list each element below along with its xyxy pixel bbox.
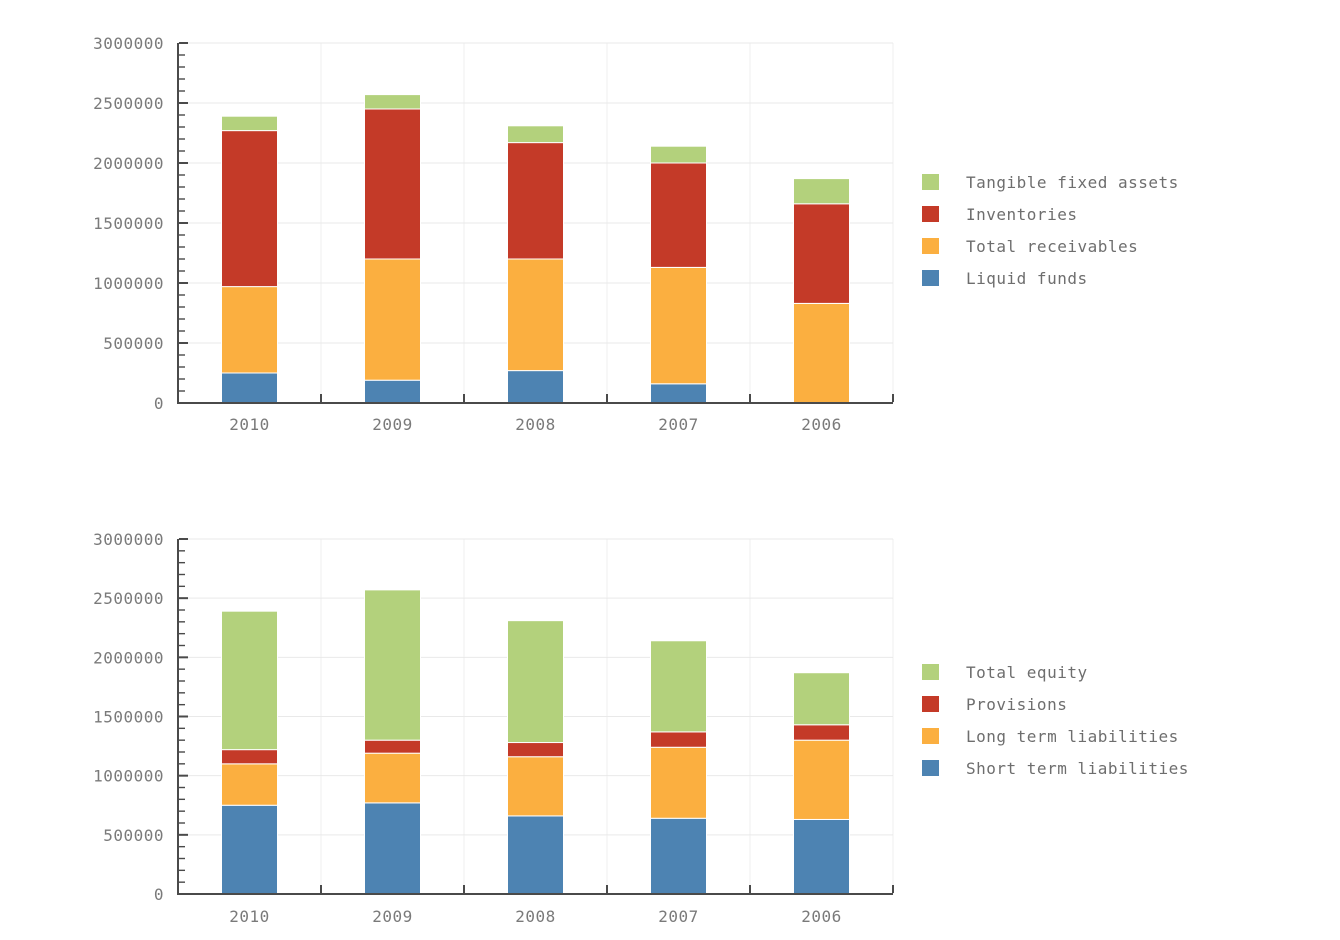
- bar-segment: [364, 94, 421, 110]
- bar-segment: [650, 162, 707, 268]
- legend-item: Tangible fixed assets: [920, 166, 1179, 198]
- bar-segment: [793, 724, 850, 741]
- legend-item: Total equity: [920, 656, 1189, 688]
- bar-segment: [507, 815, 564, 895]
- x-tick-label: 2006: [801, 415, 842, 434]
- legend-label: Long term liabilities: [966, 726, 1179, 746]
- y-tick-label: 2500000: [93, 589, 164, 608]
- bar-segment: [364, 739, 421, 754]
- y-tick-label: 0: [154, 885, 164, 904]
- legend-item: Liquid funds: [920, 262, 1179, 294]
- bar-segment: [221, 763, 278, 806]
- y-tick-label: 0: [154, 394, 164, 413]
- x-tick-label: 2009: [372, 907, 413, 926]
- legend-label: Liquid funds: [966, 268, 1088, 288]
- y-tick-label: 500000: [103, 334, 164, 353]
- bar-segment: [793, 178, 850, 205]
- bar-segment: [221, 804, 278, 895]
- bar-segment: [793, 672, 850, 726]
- y-tick-label: 500000: [103, 826, 164, 845]
- bar-segment: [364, 379, 421, 404]
- assets-stacked-bar-chart: 0 500000 1000000 1500000 2000000 2500000 30000…: [93, 34, 894, 434]
- legend-item: Total receivables: [920, 230, 1179, 262]
- legend-swatch: [922, 696, 939, 712]
- bar-segment: [364, 108, 421, 260]
- assets-bars: [221, 94, 850, 404]
- legend-swatch: [922, 664, 939, 680]
- y-tick-label: 3000000: [93, 530, 164, 549]
- bar-segment: [507, 370, 564, 404]
- bar-segment: [650, 383, 707, 404]
- bar-segment: [507, 742, 564, 758]
- bar-segment: [793, 739, 850, 820]
- bar-segment: [650, 746, 707, 819]
- legend-item: Long term liabilities: [920, 720, 1189, 752]
- legend-swatch: [922, 270, 939, 286]
- legend-label: Inventories: [966, 204, 1078, 224]
- bar-segment: [364, 258, 421, 381]
- bar-segment: [364, 802, 421, 895]
- bar-segment: [507, 620, 564, 744]
- legend-swatch: [922, 728, 939, 744]
- legend-item: Short term liabilities: [920, 752, 1189, 784]
- y-tick-label: 1000000: [93, 274, 164, 293]
- y-tick-label: 2500000: [93, 94, 164, 113]
- bar-segment: [221, 749, 278, 765]
- x-tick-label: 2006: [801, 907, 842, 926]
- x-tick-label: 2008: [515, 907, 556, 926]
- bar-segment: [650, 817, 707, 895]
- bar-segment: [364, 589, 421, 741]
- legend-label: Provisions: [966, 694, 1068, 714]
- x-tick-label: 2009: [372, 415, 413, 434]
- equity-liabilities-bars: [221, 589, 850, 895]
- y-tick-label: 2000000: [93, 648, 164, 667]
- bar-segment: [650, 640, 707, 733]
- legend-label: Tangible fixed assets: [966, 172, 1179, 192]
- bar-segment: [793, 203, 850, 304]
- y-tick-label: 1500000: [93, 708, 164, 727]
- legend-item: Inventories: [920, 198, 1179, 230]
- bar-segment: [221, 115, 278, 132]
- bar-segment: [650, 145, 707, 164]
- equity-liabilities-stacked-bar-chart: 0 500000 1000000 1500000 2000000 2500000 30000…: [93, 530, 894, 926]
- bar-segment: [364, 752, 421, 804]
- legend-swatch: [922, 760, 939, 776]
- bar-segment: [650, 266, 707, 385]
- x-tick-label: 2010: [229, 415, 270, 434]
- assets-chart-legend: Tangible fixed assets Inventories Total re…: [920, 166, 1179, 294]
- y-tick-label: 1000000: [93, 767, 164, 786]
- legend-label: Short term liabilities: [966, 758, 1189, 778]
- bar-segment: [507, 125, 564, 144]
- bar-segment: [507, 258, 564, 372]
- legend-swatch: [922, 206, 939, 222]
- bar-segment: [507, 142, 564, 260]
- bar-segment: [221, 286, 278, 374]
- legend-label: Total receivables: [966, 236, 1139, 256]
- bar-segment: [793, 302, 850, 404]
- y-tick-label: 3000000: [93, 34, 164, 53]
- x-tick-label: 2007: [658, 907, 699, 926]
- bar-segment: [650, 731, 707, 748]
- x-tick-label: 2010: [229, 907, 270, 926]
- x-tick-label: 2008: [515, 415, 556, 434]
- legend-swatch: [922, 238, 939, 254]
- y-tick-label: 1500000: [93, 214, 164, 233]
- legend-label: Total equity: [966, 662, 1088, 682]
- bar-segment: [221, 610, 278, 751]
- legend-item: Provisions: [920, 688, 1189, 720]
- bar-segment: [793, 818, 850, 895]
- equity-chart-legend: Total equity Provisions Long term liabilit…: [920, 656, 1189, 784]
- y-tick-label: 2000000: [93, 154, 164, 173]
- bar-segment: [221, 372, 278, 404]
- bar-segment: [221, 130, 278, 288]
- x-tick-label: 2007: [658, 415, 699, 434]
- bar-segment: [507, 756, 564, 817]
- legend-swatch: [922, 174, 939, 190]
